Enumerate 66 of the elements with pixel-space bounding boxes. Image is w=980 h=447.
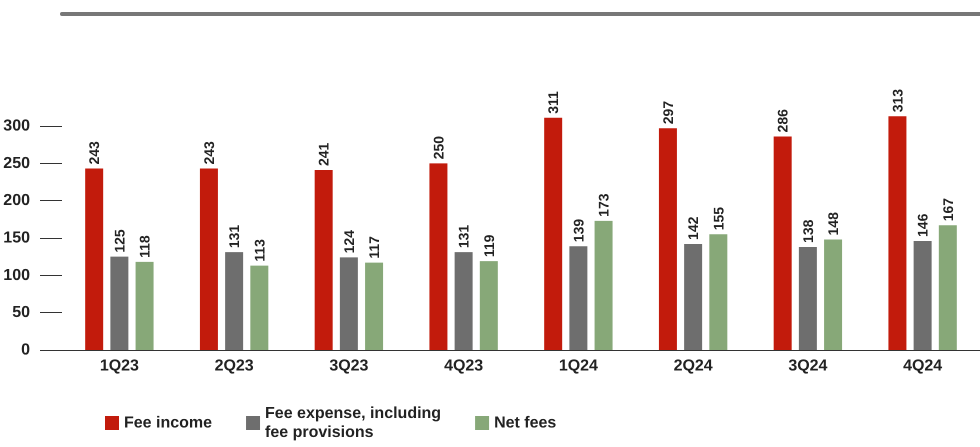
bar: [110, 256, 128, 350]
y-tick-label: 50: [12, 304, 30, 322]
data-label: 146: [914, 213, 931, 237]
bar: [480, 261, 498, 350]
bar: [85, 168, 104, 350]
legend-label: Fee income: [124, 414, 212, 432]
bar: [594, 220, 613, 350]
data-label: 124: [340, 230, 357, 254]
data-label: 142: [685, 216, 702, 240]
y-tick-label: 0: [21, 342, 30, 358]
data-label: 113: [251, 238, 268, 262]
data-label: 148: [825, 212, 842, 236]
bar: [250, 266, 268, 350]
data-label: 119: [480, 234, 497, 258]
bar: [798, 246, 817, 350]
bar: [824, 239, 842, 350]
x-tick-label: 4Q24: [903, 358, 942, 374]
bar: [429, 163, 448, 350]
data-label: 167: [940, 198, 956, 222]
data-label: 311: [545, 90, 562, 114]
bar: [938, 225, 957, 350]
data-label: 117: [366, 236, 382, 259]
data-label: 241: [316, 142, 332, 166]
data-label: 297: [660, 100, 676, 124]
bar: [314, 170, 333, 350]
x-tick-label: 1Q23: [100, 358, 140, 374]
legend-label: Net fees: [494, 414, 556, 432]
data-label: 155: [710, 206, 726, 230]
data-label: 250: [430, 136, 446, 160]
x-tick-label: 3Q24: [788, 358, 828, 374]
bar: [888, 116, 906, 350]
bar: [136, 262, 154, 350]
data-label: 173: [596, 193, 612, 217]
x-tick-label: 4Q23: [444, 358, 484, 374]
x-tick-label: 2Q24: [674, 358, 713, 374]
y-tick-label: 100: [3, 266, 30, 284]
bar: [225, 252, 244, 350]
data-label: 131: [226, 224, 242, 248]
y-tick-label: 200: [3, 192, 30, 210]
bar: [454, 252, 473, 350]
bar: [914, 240, 932, 350]
bar: [684, 244, 702, 350]
data-label: 243: [200, 140, 217, 165]
bar: [340, 257, 358, 350]
data-label: 286: [774, 108, 791, 132]
legend-label: Fee expense, including fee provisions: [265, 405, 442, 441]
x-tick-label: 1Q24: [558, 358, 598, 374]
data-label: 138: [800, 219, 816, 243]
bar: [658, 128, 677, 350]
data-label: 118: [136, 235, 153, 258]
y-tick-label: 250: [3, 154, 30, 172]
data-label: 125: [111, 229, 128, 253]
bar: [774, 136, 792, 350]
y-tick-label: 150: [3, 230, 30, 246]
bar: [365, 262, 384, 350]
x-tick-label: 2Q23: [214, 358, 254, 374]
bar: [544, 118, 562, 350]
x-tick-label: 3Q23: [329, 358, 369, 374]
bar: [709, 234, 728, 350]
data-label: 313: [889, 88, 906, 112]
data-label: 243: [86, 140, 102, 165]
bar: [569, 246, 588, 350]
data-label: 139: [570, 218, 586, 242]
y-tick-label: 300: [3, 118, 30, 134]
bar: [200, 168, 218, 350]
data-label: 131: [456, 224, 472, 248]
